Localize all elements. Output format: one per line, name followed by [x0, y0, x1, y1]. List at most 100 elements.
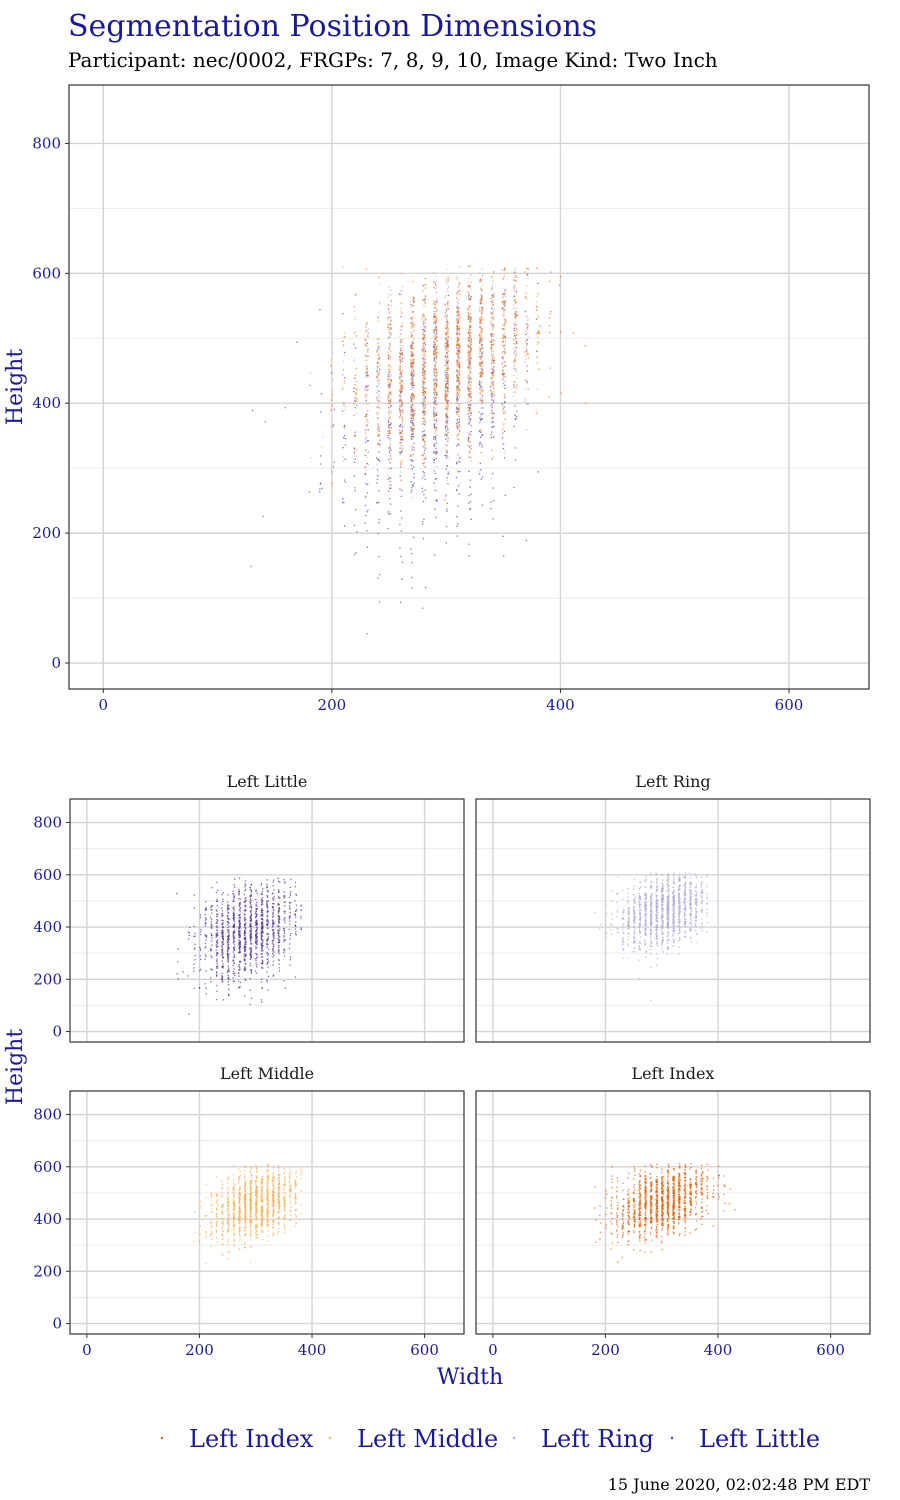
scatter-point — [527, 319, 529, 321]
scatter-point — [389, 416, 391, 418]
scatter-point — [444, 379, 446, 382]
scatter-point — [389, 452, 391, 454]
scatter-point — [469, 298, 471, 300]
scatter-point — [456, 369, 458, 371]
scatter-point — [456, 516, 458, 518]
scatter-point — [478, 309, 481, 311]
scatter-point — [273, 902, 275, 905]
scatter-point — [294, 900, 296, 902]
scatter-point — [238, 932, 240, 934]
scatter-point — [273, 944, 275, 946]
scatter-point — [504, 351, 507, 353]
scatter-point — [366, 372, 368, 374]
scatter-point — [423, 452, 425, 454]
scatter-point — [480, 306, 482, 308]
scatter-point — [434, 368, 436, 370]
scatter-point — [390, 449, 392, 451]
scatter-point — [390, 320, 392, 322]
scatter-point — [249, 964, 252, 967]
scatter-point — [469, 325, 471, 327]
scatter-point — [411, 333, 413, 335]
scatter-point — [233, 917, 235, 919]
scatter-point — [502, 278, 504, 280]
scatter-point — [367, 410, 369, 412]
scatter-point — [390, 487, 392, 489]
scatter-point — [227, 955, 229, 957]
scatter-point — [390, 422, 392, 424]
scatter-point — [410, 331, 412, 333]
scatter-point — [481, 355, 483, 357]
scatter-point — [435, 435, 437, 437]
scatter-point — [261, 893, 263, 895]
scatter-point — [228, 967, 230, 969]
scatter-point — [492, 299, 494, 301]
scatter-point — [585, 402, 587, 404]
scatter-point — [502, 432, 504, 434]
scatter-point — [412, 379, 414, 381]
scatter-point — [227, 915, 229, 917]
scatter-point — [467, 385, 469, 387]
scatter-point — [456, 489, 458, 492]
scatter-point — [422, 452, 425, 454]
scatter-point — [210, 909, 212, 911]
scatter-point — [411, 459, 413, 461]
scatter-point — [457, 343, 459, 345]
scatter-point — [457, 443, 459, 445]
scatter-point — [410, 421, 412, 424]
scatter-point — [278, 952, 280, 955]
scatter-point — [244, 918, 246, 920]
scatter-point — [421, 345, 424, 347]
scatter-point — [277, 929, 279, 931]
scatter-point — [266, 915, 269, 918]
scatter-point — [456, 461, 458, 464]
scatter-point — [481, 313, 483, 315]
scatter-point — [266, 900, 268, 902]
scatter-point — [239, 927, 241, 929]
scatter-point — [261, 900, 263, 902]
scatter-point — [490, 333, 492, 335]
scatter-point — [366, 394, 369, 396]
scatter-point — [492, 401, 495, 403]
scatter-point — [515, 274, 517, 277]
scatter-point — [468, 296, 470, 298]
scatter-point — [433, 425, 435, 427]
scatter-point — [433, 450, 435, 452]
scatter-point — [216, 881, 218, 884]
scatter-point — [227, 965, 229, 967]
scatter-point — [445, 343, 447, 345]
scatter-point — [261, 899, 263, 901]
scatter-point — [367, 439, 369, 442]
scatter-point — [413, 372, 415, 374]
scatter-point — [469, 340, 471, 342]
scatter-point — [413, 325, 415, 327]
scatter-point — [399, 406, 401, 408]
scatter-point — [343, 404, 345, 406]
scatter-point — [411, 468, 413, 470]
scatter-point — [456, 421, 458, 424]
scatter-point — [458, 380, 460, 382]
scatter-point — [435, 401, 437, 404]
scatter-point — [457, 291, 459, 293]
scatter-point — [433, 338, 435, 340]
scatter-point — [256, 954, 258, 956]
scatter-point — [226, 939, 229, 941]
scatter-point — [377, 458, 380, 461]
scatter-point — [468, 494, 470, 497]
scatter-point — [445, 405, 447, 407]
scatter-point — [469, 384, 472, 386]
scatter-point — [457, 313, 459, 315]
scatter-point — [239, 932, 241, 934]
scatter-point — [278, 970, 280, 972]
scatter-point — [410, 481, 412, 483]
scatter-point — [457, 318, 460, 320]
scatter-point — [260, 924, 263, 926]
scatter-point — [513, 307, 515, 310]
scatter-point — [491, 404, 493, 406]
scatter-point — [278, 946, 280, 948]
scatter-point — [239, 916, 241, 918]
scatter-point — [388, 513, 390, 515]
scatter-point — [446, 314, 448, 316]
scatter-point — [290, 933, 292, 935]
scatter-point — [387, 324, 389, 326]
scatter-point — [262, 888, 264, 890]
